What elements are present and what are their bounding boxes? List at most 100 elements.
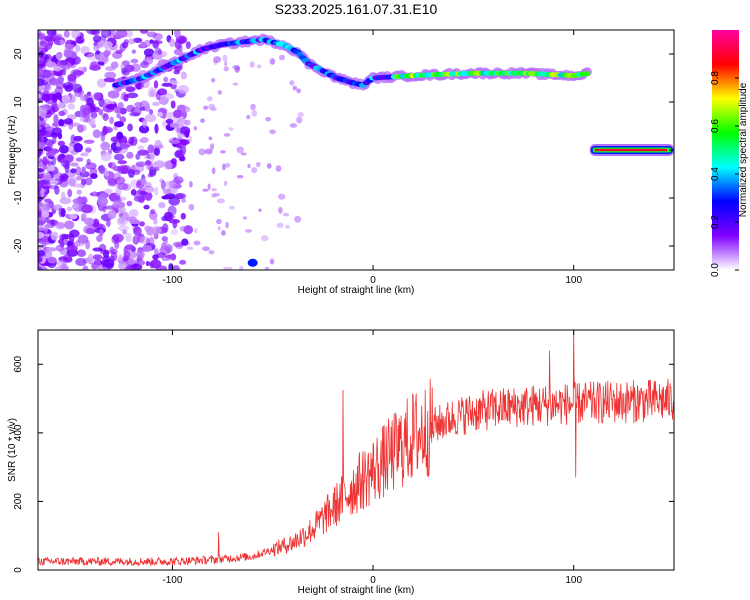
noise-blob — [69, 229, 80, 238]
noise-blob — [297, 112, 304, 118]
noise-blob — [102, 258, 115, 268]
noise-blob — [150, 209, 156, 215]
noise-blob — [269, 57, 276, 65]
noise-blob — [80, 95, 86, 101]
noise-blob — [144, 104, 151, 112]
noise-blob — [227, 266, 233, 270]
noise-blob — [59, 179, 69, 188]
noise-blob — [56, 39, 61, 45]
noise-blob — [127, 258, 137, 265]
noise-blob — [42, 156, 48, 166]
snr-ticks: -100 0 100 0 200 400 600 — [13, 330, 674, 586]
noise-blob — [153, 80, 159, 89]
noise-blob — [51, 156, 57, 166]
noise-blob — [38, 256, 43, 263]
noise-blob — [126, 200, 133, 207]
noise-blob — [153, 147, 160, 156]
noise-blob — [42, 123, 51, 130]
noise-blob — [38, 157, 43, 163]
noise-blob — [170, 253, 177, 261]
noise-blob — [133, 169, 141, 176]
noise-blob — [64, 43, 75, 50]
noise-blob — [110, 61, 119, 69]
noise-blob — [63, 49, 73, 58]
noise-blob — [173, 48, 183, 56]
colorbar-tick-label: 0.0 — [710, 263, 721, 277]
noise-blob — [44, 216, 50, 223]
noise-blob — [275, 165, 282, 172]
x-tick-label: -100 — [162, 575, 182, 586]
noise-blob — [208, 103, 216, 111]
noise-blob — [55, 221, 66, 230]
noise-blob — [41, 210, 50, 218]
noise-blob — [99, 249, 111, 255]
noise-blob — [38, 168, 45, 173]
noise-blob — [114, 121, 124, 128]
noise-blob — [148, 87, 157, 95]
noise-blob — [38, 124, 43, 131]
colorbar-tick-label: 0.8 — [710, 71, 721, 85]
noise-blob — [157, 112, 164, 117]
noise-blob — [188, 203, 195, 211]
noise-blob — [70, 162, 79, 167]
noise-blob — [115, 49, 123, 54]
noise-blob — [38, 56, 45, 65]
noise-blob — [64, 220, 75, 230]
noise-blob — [154, 47, 162, 55]
noise-blob — [38, 197, 42, 204]
noise-blob — [58, 207, 63, 218]
noise-blob — [47, 256, 57, 264]
noise-blob — [102, 102, 108, 112]
noise-blob — [148, 166, 157, 175]
noise-blob — [76, 189, 83, 195]
noise-blob — [59, 241, 65, 248]
noise-blob — [74, 242, 85, 247]
spectrogram-heatmap — [38, 30, 674, 270]
noise-blob — [100, 30, 112, 38]
noise-blob — [103, 50, 110, 58]
noise-blob — [50, 219, 56, 227]
noise-blob — [232, 64, 240, 70]
noise-blob — [139, 30, 149, 34]
noise-blob — [98, 164, 106, 175]
noise-blob — [127, 123, 133, 132]
noise-blob — [179, 225, 188, 232]
noise-blob — [43, 226, 48, 234]
noise-blob — [202, 246, 210, 252]
noise-blob — [169, 122, 180, 128]
noise-blob — [269, 258, 275, 265]
noise-blob — [278, 206, 283, 214]
noise-blob — [161, 82, 173, 87]
noise-blob — [170, 158, 177, 165]
noise-blob — [46, 247, 57, 252]
noise-blob — [144, 191, 153, 202]
figure-title: S233.2025.161.07.31.E10 — [275, 1, 438, 17]
snr-frame — [37, 329, 675, 571]
noise-blob — [103, 77, 116, 83]
noise-blob — [123, 39, 129, 45]
noise-blob — [60, 191, 66, 200]
noise-blob — [62, 254, 73, 263]
noise-blob — [221, 230, 226, 236]
noise-blob — [94, 257, 101, 268]
noise-blob — [98, 228, 104, 237]
noise-blob — [84, 177, 93, 186]
noise-blob — [183, 130, 190, 138]
noise-blob — [49, 179, 59, 185]
noise-blob — [140, 178, 146, 186]
noise-blob — [75, 257, 87, 267]
noise-blob — [177, 84, 189, 94]
noise-blob — [180, 71, 187, 80]
noise-blob — [228, 205, 235, 210]
noise-blob — [276, 222, 284, 229]
noise-blob — [223, 66, 229, 72]
noise-blob — [38, 226, 46, 232]
noise-blob — [72, 83, 83, 93]
y-tick-label: -20 — [13, 238, 24, 253]
noise-blob — [224, 162, 231, 168]
noise-blob — [181, 197, 186, 204]
noise-blob — [143, 48, 155, 57]
x-tick-label: -100 — [162, 275, 182, 286]
colorbar-label: Normalized spectral amplitude — [738, 82, 749, 217]
